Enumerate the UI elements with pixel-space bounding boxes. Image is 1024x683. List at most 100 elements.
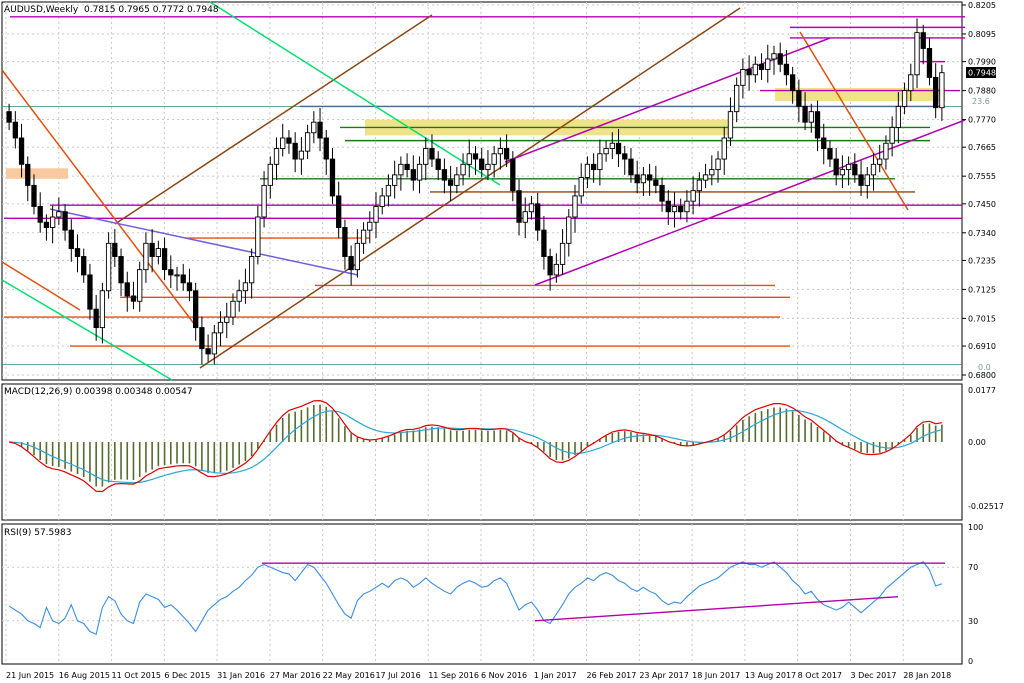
candle-bear [6,111,12,123]
macd-line [8,400,942,493]
x-tick-label: 17 Jul 2016 [375,671,420,680]
candle-bear [615,142,622,155]
candle-bull [416,163,423,181]
y-tick-label: 0.8205 [968,1,996,10]
candle-bear [68,229,74,250]
candle-bear [168,269,174,276]
candle-bear [665,200,671,213]
candle-bull [889,127,895,144]
candle-bull [690,190,696,202]
candle-bear [186,282,193,292]
candle-bear [591,163,597,171]
candle-bear [541,229,547,257]
candle-bull [603,148,609,155]
candle-bear [81,256,87,276]
rsi-line [8,561,943,635]
candle-bear [802,105,808,123]
candle-bull [373,206,379,223]
macd-tick-label: 0.0177 [968,386,996,395]
trendline [209,1,501,186]
candle-bear [205,348,211,355]
candle-bear [926,48,933,78]
candle-bull [230,300,236,318]
candle-bull [883,142,889,160]
trendline [199,7,741,369]
candle-bull [280,137,286,149]
candle-bull [734,84,740,113]
last-price-tag: 0.7948 [968,69,996,78]
candle-bear [920,32,926,49]
candle-bear [472,153,479,160]
candle-bull [211,332,217,355]
candle-bear [18,137,25,165]
rsi-label: RSI(9) 57.5983 [4,528,71,538]
macd-tick-label: 0.00 [968,438,986,447]
candle-bear [503,148,510,160]
ohlc-values: 0.7815 0.7965 0.7772 0.7948 [84,5,219,15]
candle-bear [783,63,790,76]
candle-bear [653,179,659,186]
candle-bear [112,242,118,257]
candle-bear [634,174,640,184]
candle-bear [479,158,485,171]
candle-bear [93,308,99,329]
candle-bull [137,269,143,302]
candle-bull [914,32,920,76]
x-tick-label: 28 Jan 2018 [903,671,951,680]
y-tick-label: 0.7770 [968,116,996,125]
candle-bear [43,221,50,228]
candle-bull [466,153,472,165]
y-tick-label: 0.7555 [968,172,996,181]
candle-bull [367,221,373,231]
candle-bull [485,163,491,171]
candle-bear [31,184,37,207]
candle-bear [746,69,752,76]
candle-bull [248,256,255,284]
macd-signal-line [9,409,943,484]
x-tick-label: 6 Nov 2016 [481,671,527,680]
candle-bear [161,248,168,271]
trendline [1,279,173,381]
rsi-tick-label: 70 [968,563,978,572]
candle-bear [323,137,329,160]
candle-bear [130,295,137,302]
x-tick-label: 31 Jan 2016 [217,671,265,680]
candle-bear [87,274,93,310]
candle-bull [609,142,615,149]
candle-bull [398,163,404,176]
candle-bear [758,63,765,70]
candle-bear [149,242,155,257]
candle-bull [379,195,385,207]
y-tick-label: 0.7880 [968,87,996,96]
candle-bull [298,150,305,160]
x-tick-label: 11 Oct 2015 [112,671,161,680]
candle-bear [429,148,435,160]
candle-bull [877,158,883,165]
candle-bear [796,90,802,107]
candle-bear [329,158,336,197]
y-tick-label: 0.6800 [968,371,996,380]
candle-bull [671,206,678,213]
candle-bear [199,327,205,350]
candle-bear [348,256,354,271]
candle-bull [491,153,497,165]
candle-bull [696,179,703,192]
x-axis-labels: 21 Jun 2015 16 Aug 2015 11 Oct 2015 6 Dec 2… [6,671,951,680]
trendline [114,14,433,225]
support-resistance-levels [2,16,965,365]
candle-bear [410,169,416,181]
candle-bull [559,242,566,265]
candle-bull [454,174,460,186]
rsi-tick-label: 0 [968,657,973,666]
x-tick-label: 13 Aug 2017 [745,671,796,680]
candle-bear [659,184,665,202]
candle-bear [814,111,821,139]
candle-bull [56,211,62,218]
candle-bull [217,321,224,334]
candle-bull [727,111,734,139]
candle-bull [895,105,902,128]
x-tick-label: 8 Oct 2017 [798,671,842,680]
candle-bull [236,290,242,302]
